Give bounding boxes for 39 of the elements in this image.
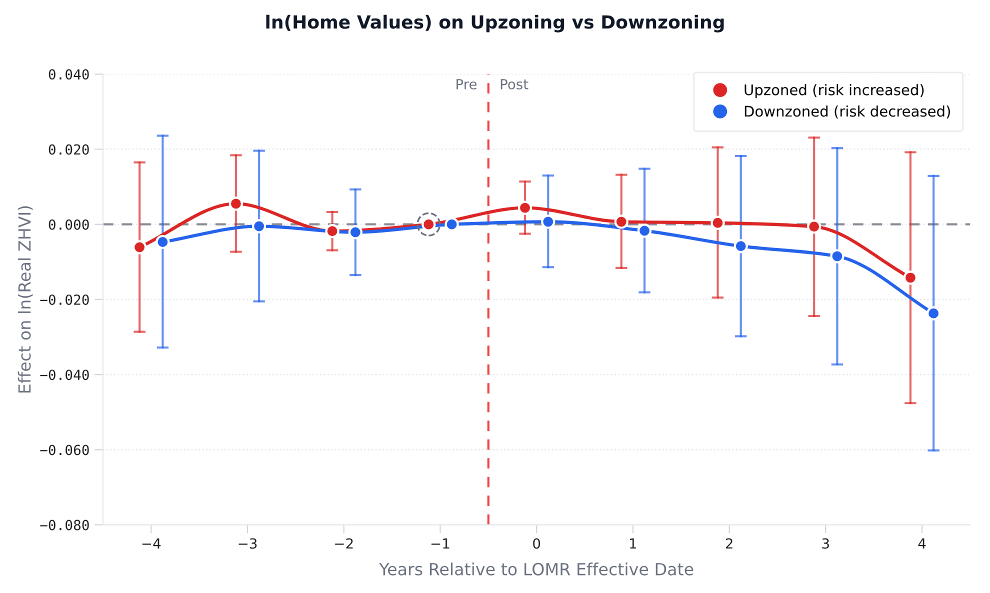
chart-title: ln(Home Values) on Upzoning vs Downzoning xyxy=(266,14,724,32)
x-tick-label: −1 xyxy=(431,538,450,549)
point xyxy=(541,214,556,229)
point xyxy=(228,196,243,211)
point xyxy=(156,234,170,250)
legend-label: Upzoned (risk increased) xyxy=(744,84,924,98)
x-axis-title: Years Relative to LOMR Effective Date xyxy=(379,562,694,576)
annotation: Post xyxy=(500,79,528,90)
point xyxy=(926,306,941,320)
y-tick-label: 0.000 xyxy=(48,219,89,230)
y-tick-label: −0.060 xyxy=(40,444,89,456)
y-tick-label: −0.040 xyxy=(40,370,89,380)
x-tick-label: −3 xyxy=(238,538,257,549)
x-tick-label: −4 xyxy=(142,538,161,549)
point xyxy=(614,214,628,229)
x-tick-label: 3 xyxy=(822,538,829,549)
point xyxy=(710,216,725,230)
x-tick-label: 1 xyxy=(630,538,636,549)
point xyxy=(348,225,362,240)
legend-label: Downzoned (risk decreased) xyxy=(744,105,950,118)
annotation: Pre xyxy=(456,79,477,90)
point xyxy=(830,249,844,264)
point xyxy=(518,200,532,215)
point xyxy=(734,239,748,254)
x-tick-label: 2 xyxy=(726,538,732,549)
point xyxy=(637,224,652,238)
point xyxy=(325,224,340,238)
point xyxy=(444,217,459,232)
x-tick-label: 4 xyxy=(918,538,926,549)
y-tick-label: −0.080 xyxy=(40,520,89,530)
y-tick-label: −0.020 xyxy=(40,294,89,305)
y-tick-label: 0.020 xyxy=(48,144,89,155)
point xyxy=(252,219,266,234)
x-tick-label: 0 xyxy=(533,538,540,549)
point xyxy=(132,240,147,254)
x-tick-label: −2 xyxy=(335,538,353,549)
y-tick-label: 0.040 xyxy=(48,69,89,80)
point xyxy=(807,220,822,234)
y-axis-title: Effect on ln(Real ZHVI) xyxy=(18,206,33,392)
